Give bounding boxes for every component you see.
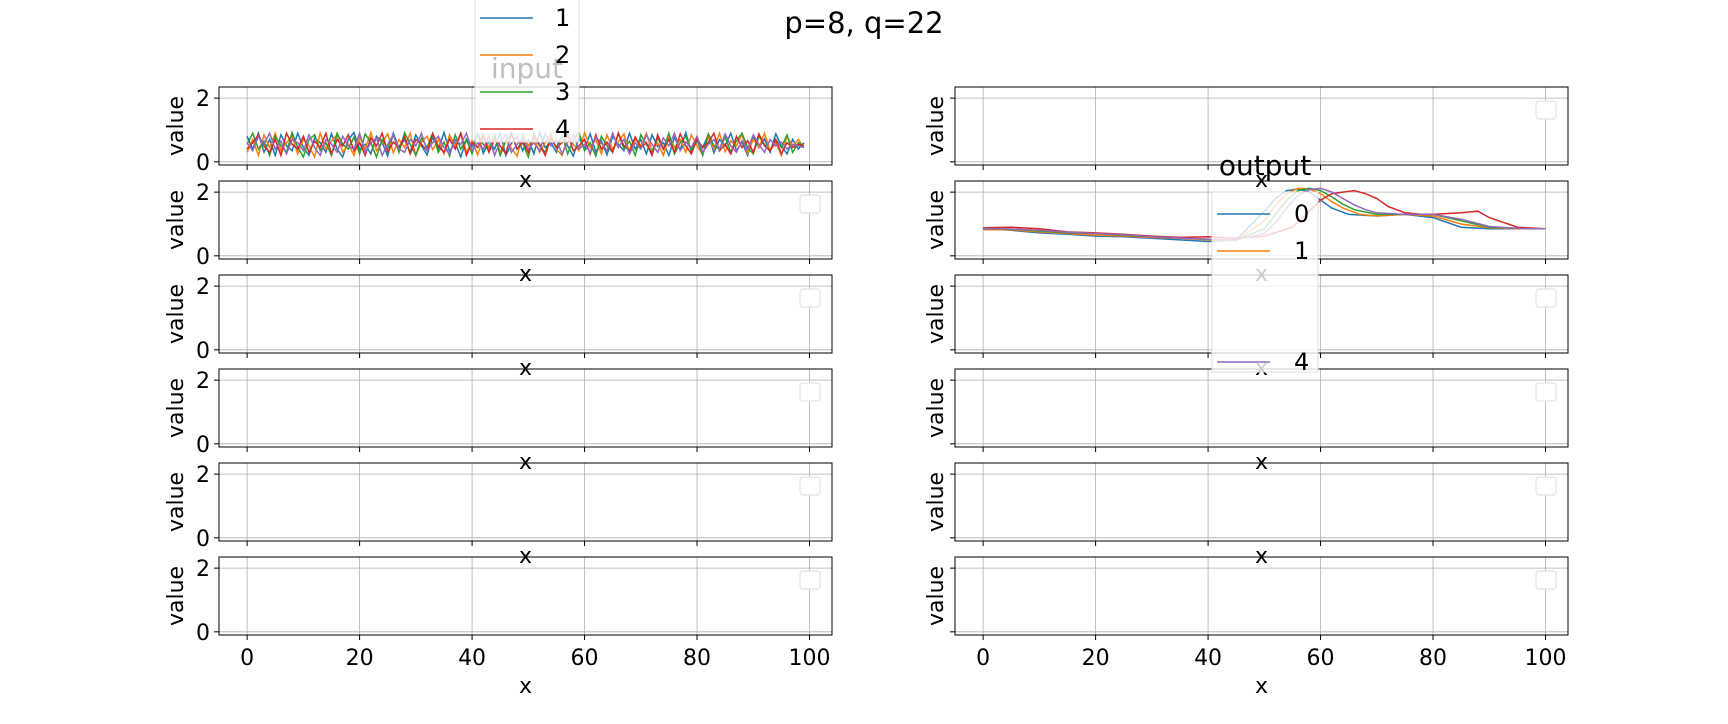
empty-legend-box (799, 382, 821, 402)
empty-legend-box (799, 194, 821, 214)
legend-label: 2 (555, 41, 570, 69)
x-tick-label: 80 (1419, 646, 1447, 671)
output-row-2-legend: output 0 1 4 (1211, 149, 1319, 376)
axes-frame (954, 462, 1569, 542)
y-tick-label: 0 (196, 621, 210, 646)
x-tick-label: 60 (1307, 646, 1335, 671)
y-axis-label: value (164, 96, 189, 156)
x-tick-label: 40 (458, 646, 486, 671)
empty-legend-box (799, 570, 821, 590)
x-tick-label: 0 (976, 646, 990, 671)
y-axis-label: value (924, 566, 949, 626)
y-axis-label: value (924, 378, 949, 438)
axes-frame (954, 86, 1569, 166)
empty-legend-box (799, 476, 821, 496)
axes-frame (218, 274, 833, 354)
empty-legend-box (799, 288, 821, 308)
legend-label: 4 (555, 115, 570, 143)
axes-frame (218, 368, 833, 448)
y-tick-label: 0 (196, 245, 210, 270)
empty-legend-box (1535, 288, 1557, 308)
axes-frame (218, 180, 833, 260)
figure-title: p=8, q=22 (784, 6, 944, 40)
input-row-1-legend: input 1 2 3 4 (474, 0, 580, 143)
x-tick-label: 40 (1194, 646, 1222, 671)
input-row-6: 0 20 40 60 80 100 0 2 value x (164, 556, 833, 699)
legend-label: 1 (1294, 237, 1309, 265)
legend-box (1211, 191, 1319, 373)
y-axis-label: value (164, 566, 189, 626)
series-line (246, 130, 805, 160)
x-tick-label: 80 (683, 646, 711, 671)
x-tick-label: 20 (1082, 646, 1110, 671)
x-tick-label: 0 (240, 646, 254, 671)
y-axis-label: value (924, 190, 949, 250)
y-axis-label: value (164, 190, 189, 250)
x-tick-label: 60 (571, 646, 599, 671)
y-axis-label: value (164, 378, 189, 438)
axes-frame (218, 556, 833, 636)
x-axis-label: x (519, 674, 532, 699)
y-tick-label: 2 (196, 87, 210, 112)
y-tick-label: 2 (196, 369, 210, 394)
y-tick-label: 0 (196, 527, 210, 552)
output-row-6: 0 20 40 60 80 100 value x (924, 556, 1569, 699)
axes-frame (954, 556, 1569, 636)
empty-legend-box (1535, 382, 1557, 402)
y-tick-label: 0 (196, 339, 210, 364)
x-tick-label: 20 (346, 646, 374, 671)
axes-frame (218, 462, 833, 542)
y-axis-label: value (924, 472, 949, 532)
series-line (246, 130, 805, 158)
y-axis-label: value (924, 96, 949, 156)
y-axis-label: value (924, 284, 949, 344)
legend-label: 3 (555, 78, 570, 106)
y-tick-label: 2 (196, 181, 210, 206)
legend-label: 1 (555, 4, 570, 32)
empty-legend-box (1535, 100, 1557, 120)
y-tick-label: 2 (196, 557, 210, 582)
series-line (983, 187, 1546, 242)
y-tick-label: 0 (196, 151, 210, 176)
empty-legend-box (1535, 476, 1557, 496)
y-tick-label: 2 (196, 463, 210, 488)
y-tick-label: 2 (196, 275, 210, 300)
x-axis-label: x (1255, 674, 1268, 699)
y-tick-label: 0 (196, 433, 210, 458)
y-axis-label: value (164, 284, 189, 344)
legend-label: 0 (1294, 200, 1309, 228)
series-line (983, 188, 1546, 243)
legend-box (474, 0, 580, 143)
y-axis-label: value (164, 472, 189, 532)
panel-title: output (1219, 149, 1311, 182)
empty-legend-box (1535, 570, 1557, 590)
x-tick-label: 100 (1525, 646, 1567, 671)
panel-title: input (491, 52, 563, 85)
x-tick-label: 100 (789, 646, 831, 671)
legend-label: 4 (1294, 348, 1309, 376)
